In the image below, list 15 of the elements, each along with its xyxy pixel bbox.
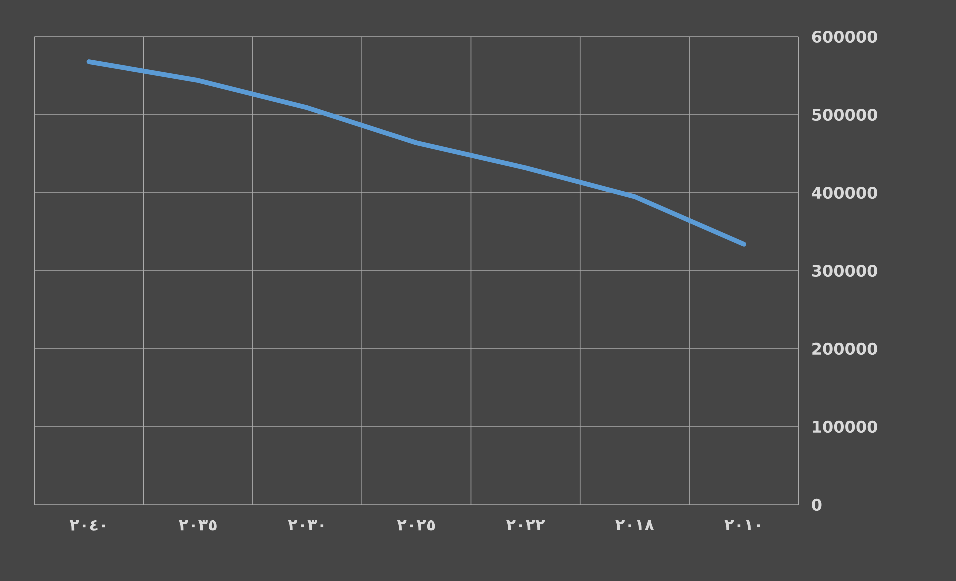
y-tick-label: 500000 [812,108,878,122]
x-tick-label: ٢٠٣٥ [179,520,217,531]
x-tick-label: ٢٠١٨ [616,520,654,531]
y-tick-label: 200000 [812,342,878,356]
x-tick-label: ٢٠٢٢ [506,520,546,531]
y-tick-label: 300000 [812,264,878,278]
y-tick-label: 400000 [812,186,878,200]
x-tick-label: ٢٠٢٥ [397,520,436,531]
x-tick-label: ٢٠١٠ [724,520,760,531]
y-tick-label: 100000 [813,420,878,434]
y-tick-label: 0 [812,498,822,512]
line-series [86,60,746,247]
x-tick-label: ٢٠٤٠ [70,520,106,531]
x-tick-label: ٢٠٣٠ [288,520,324,531]
y-tick-label: 600000 [812,30,878,44]
